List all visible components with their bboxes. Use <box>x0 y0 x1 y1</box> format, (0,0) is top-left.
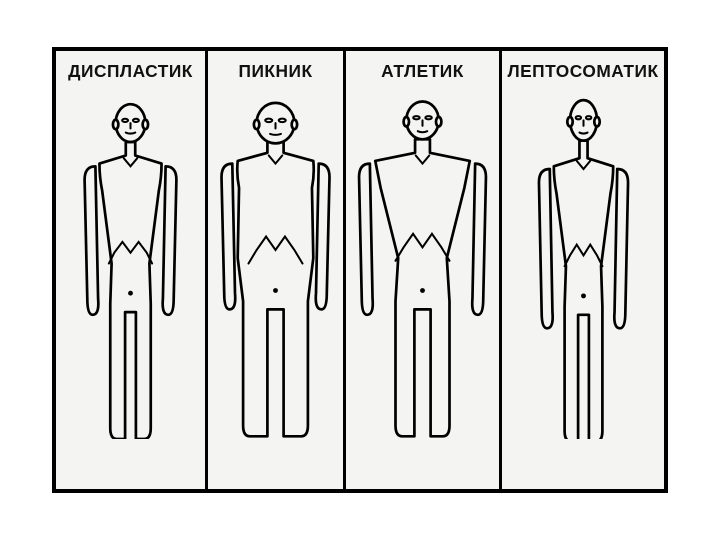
panel-leptosomatic: ЛЕПТОСОМАТИК <box>502 51 664 489</box>
mouth <box>126 133 135 134</box>
right-arm <box>614 169 628 328</box>
ear-right <box>594 117 599 126</box>
left-arm <box>222 164 236 310</box>
navel <box>128 291 133 296</box>
torso-and-legs <box>553 141 612 439</box>
mouth <box>579 133 587 134</box>
panel-athletic: АТЛЕТИК <box>346 51 502 489</box>
panel-label: АТЛЕТИК <box>377 51 468 88</box>
panel-label: ПИКНИК <box>234 51 316 88</box>
ear-right <box>143 120 148 129</box>
figure-wrap <box>346 88 499 489</box>
ear-left <box>567 117 572 126</box>
body-types-frame: ДИСПЛАСТИК ПИКНИК <box>52 47 668 493</box>
navel <box>581 293 586 298</box>
panel-pyknic: ПИКНИК <box>208 51 346 489</box>
figure-wrap <box>56 88 205 489</box>
panel-label: ЛЕПТОСОМАТИК <box>503 51 662 88</box>
right-arm <box>472 164 486 315</box>
ear-left <box>254 120 259 129</box>
ear-right <box>292 120 297 129</box>
mouth <box>418 131 427 132</box>
torso-and-legs <box>99 142 161 439</box>
body-figure <box>355 88 490 439</box>
right-arm <box>316 164 330 310</box>
torso-and-legs <box>375 139 470 436</box>
left-arm <box>85 166 99 314</box>
right-arm <box>163 166 177 314</box>
ear-left <box>113 120 118 129</box>
figure-wrap <box>208 88 343 489</box>
ear-right <box>436 117 441 126</box>
left-arm <box>538 169 552 328</box>
ear-left <box>404 117 409 126</box>
left-arm <box>359 164 373 315</box>
body-figure <box>208 88 343 439</box>
body-figure <box>516 88 651 439</box>
body-figure <box>63 88 198 439</box>
navel <box>420 288 425 293</box>
figure-wrap <box>502 88 664 489</box>
diagram-page: ДИСПЛАСТИК ПИКНИК <box>0 0 720 540</box>
panel-label: ДИСПЛАСТИК <box>64 51 197 88</box>
mouth <box>270 134 281 135</box>
panel-dysplastic: ДИСПЛАСТИК <box>56 51 208 489</box>
navel <box>273 288 278 293</box>
